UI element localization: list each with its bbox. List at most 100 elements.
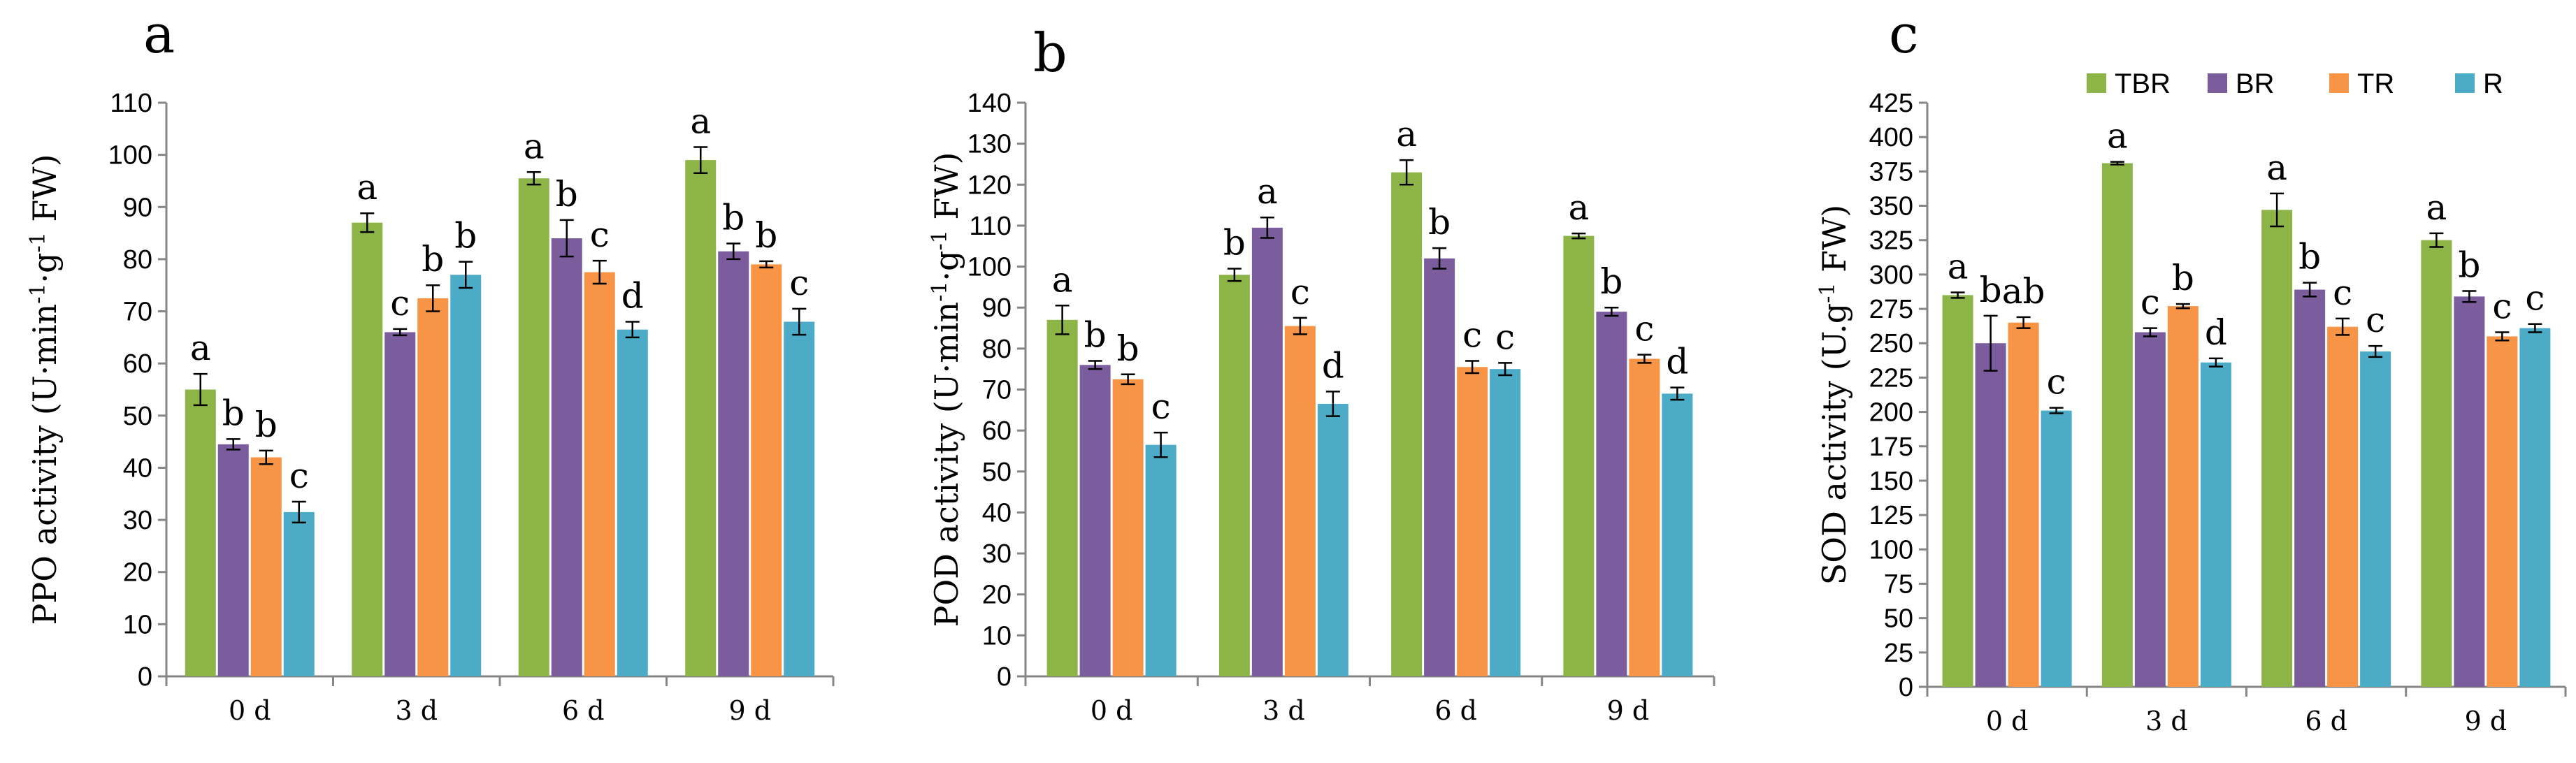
significance-letter: c [2333,272,2352,313]
x-category-label: 9 d [1607,695,1650,726]
y-tick-label: 10 [982,621,1012,651]
bar-BR-0d [1975,343,2006,687]
y-tick-label: 130 [967,130,1012,159]
bar-TBR-6d [518,178,549,677]
y-tick-label: 100 [967,253,1012,282]
panel-letter: a [143,3,175,65]
significance-letter: b [422,239,444,279]
y-axis-label-superscript: -1 [928,282,952,302]
bar-R-0d [283,511,315,676]
bar-TBR-6d [1391,172,1423,676]
significance-letter: b [2172,258,2194,298]
significance-letter: a [2107,116,2128,157]
bar-TBR-9d [2421,240,2452,687]
y-axis-label-superscript: -1 [1815,283,1840,303]
bar-TR-6d [1457,367,1488,676]
bar-R-0d [2041,410,2072,687]
bar-R-3d [1317,404,1348,676]
bar-R-6d [617,329,648,676]
panel-letter: b [1033,22,1067,84]
chart-panel-c: c 0 25 50 75 100 125 150 175 200 225 250 275 300 325 35… [1815,3,2567,736]
significance-letter: c [2140,282,2160,323]
bar-BR-3d [384,332,416,676]
x-category-label: 0 d [1091,695,1133,726]
x-category-label: 0 d [229,695,271,726]
bar-TBR-6d [2261,210,2293,687]
legend: TBR BR TR R [2087,68,2503,99]
significance-letter: b [722,198,744,238]
bar-BR-9d [2454,296,2485,687]
bar-TR-3d [1284,326,1316,676]
y-tick-label: 30 [982,539,1012,569]
significance-letter: c [2047,362,2066,402]
significance-letter: a [2266,147,2287,188]
chart-panel-a: a 0 10 20 30 40 50 60 70 80 90 100 110 PPO activity (… [26,3,835,726]
bar-R-6d [1490,369,1521,676]
significance-letter: a [1396,114,1417,154]
bar-TR-9d [751,264,782,676]
significance-letter: b [755,215,777,256]
bar-TBR-9d [685,160,717,677]
panel-letter: c [1889,3,1919,65]
x-category-label: 6 d [1434,695,1477,726]
x-category-label: 3 d [2145,706,2188,736]
y-tick-label: 20 [123,558,152,588]
x-category-label: 9 d [728,695,771,726]
significance-letter: c [2366,300,2385,340]
y-tick-label: 60 [982,416,1012,446]
y-axis-label-superscript: -1 [928,230,952,250]
significance-letter: d [621,275,644,316]
significance-letter: d [1666,342,1688,382]
significance-letter: b [1980,270,2002,310]
y-tick-label: 0 [1899,673,1913,702]
legend-label-TBR: TBR [2115,68,2171,99]
bar-R-9d [2519,328,2551,687]
bar-BR-9d [718,251,749,676]
significance-letter: c [590,215,610,255]
y-axis-label: SOD activity (U.g-1 FW) [1815,205,1853,585]
y-tick-label: 70 [982,376,1012,405]
significance-letter: c [1462,314,1482,355]
legend-swatch-BR [2208,73,2227,93]
significance-letter: c [2525,278,2545,319]
significance-letter: c [1634,309,1654,349]
y-tick-label: 25 [1884,639,1913,668]
y-tick-label: 140 [967,89,1012,118]
legend-swatch-R [2455,73,2475,93]
bar-R-0d [1145,444,1177,676]
y-axis-label-superscript: -1 [26,232,50,252]
significance-letter: a [2426,187,2447,228]
significance-letter: c [1290,272,1310,312]
significance-letter: b [1600,261,1622,302]
y-tick-label: 375 [1869,157,1913,187]
bar-BR-6d [2294,289,2326,687]
y-tick-label: 0 [997,662,1012,692]
y-tick-label: 200 [1869,398,1913,428]
y-tick-label: 120 [967,170,1012,200]
bar-BR-3d [1251,227,1283,676]
y-axis-label: PPO activity (U·min-1·g-1 FW) [26,154,64,625]
y-axis-label-part: ·g [26,252,64,283]
x-category-label: 6 d [562,695,605,726]
bar-TR-9d [2487,336,2518,687]
y-tick-label: 80 [123,245,152,275]
bar-TBR-9d [1563,235,1595,676]
y-axis-label-part: FW) [26,154,64,232]
bar-BR-0d [217,444,249,676]
bar-R-9d [784,321,815,676]
y-axis-label-part: FW) [928,152,965,231]
significance-letter: b [255,405,278,445]
y-tick-label: 110 [969,212,1012,241]
bar-R-6d [2360,351,2391,687]
y-tick-label: 20 [982,581,1012,610]
y-tick-label: 225 [1869,363,1913,393]
legend-label-TR: TR [2357,68,2394,99]
significance-letter: b [1084,314,1107,355]
y-axis-label-part: SOD activity (U.g [1815,303,1853,585]
y-tick-label: 90 [982,293,1012,323]
y-tick-label: 100 [1869,535,1913,565]
bar-TBR-3d [2101,163,2133,687]
significance-letter: c [2492,286,2512,326]
significance-letter: d [2205,312,2227,353]
